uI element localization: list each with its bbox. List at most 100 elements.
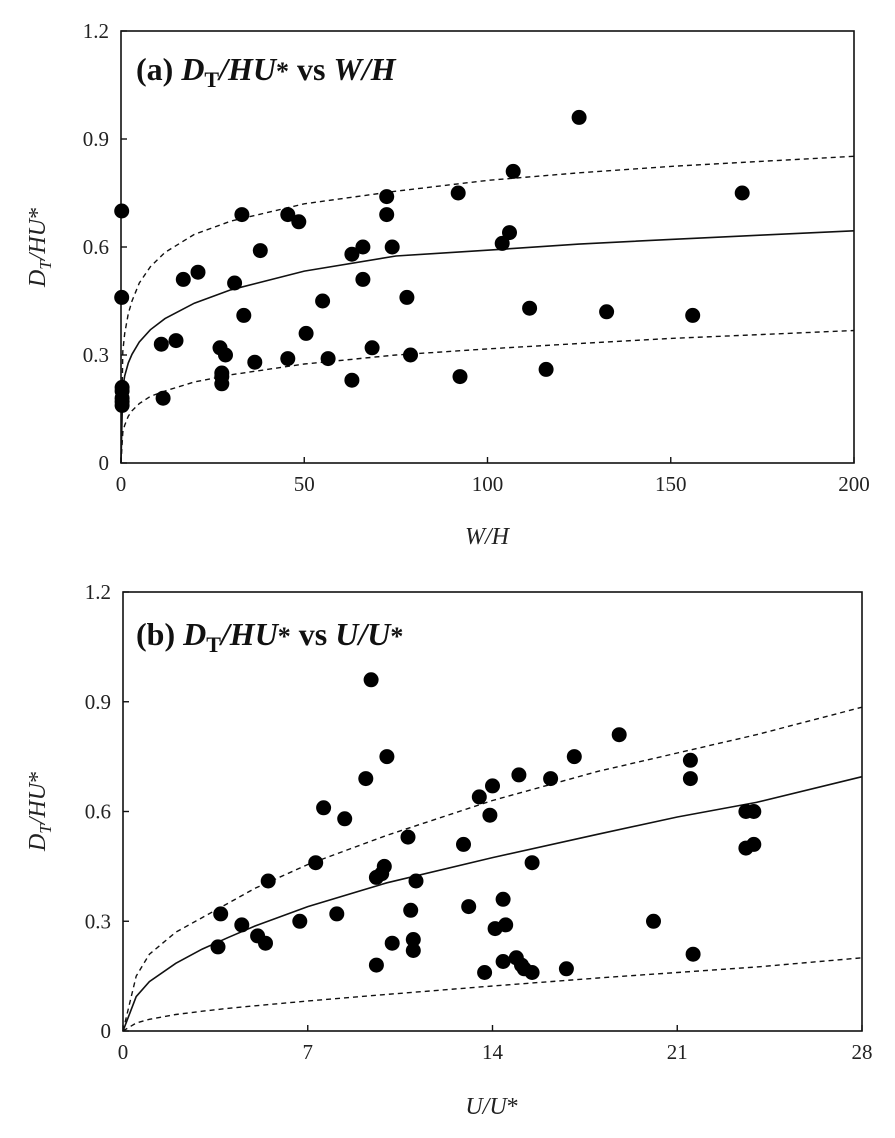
bound-curve-dashed-b-2 <box>122 957 863 1032</box>
data-point <box>403 347 418 363</box>
data-point <box>291 214 307 230</box>
data-point <box>685 946 701 962</box>
plot-frame-a <box>120 30 855 464</box>
data-point <box>320 351 336 367</box>
data-point <box>482 807 498 823</box>
y-tick-label: 0.6 <box>83 235 109 259</box>
data-point <box>218 347 233 363</box>
data-point <box>524 965 540 980</box>
data-point <box>384 935 400 951</box>
x-tick-label: 21 <box>667 1040 688 1064</box>
x-tick-label: 150 <box>655 472 687 496</box>
x-tick-label: 50 <box>294 472 315 496</box>
x-tick-label: 7 <box>303 1040 314 1064</box>
data-point <box>403 902 419 918</box>
data-point <box>471 789 487 805</box>
y-ticks-b: 0 0.3 0.6 0.9 1.2 <box>85 580 129 1043</box>
data-point <box>485 778 500 794</box>
bound-curve-dashed-a-2 <box>120 329 855 464</box>
data-point <box>214 376 230 392</box>
data-point <box>685 307 701 323</box>
fit-curves-b <box>122 706 863 1032</box>
data-point <box>114 397 130 413</box>
data-point <box>364 340 380 356</box>
data-point <box>337 811 353 827</box>
data-point <box>746 804 762 819</box>
data-point <box>558 961 574 977</box>
bound-curve-dashed-b-1 <box>122 706 863 1032</box>
panel-title-a: (a) DT/HU* vs W/H <box>136 51 397 92</box>
data-point <box>494 235 510 251</box>
y-tick-label: 0.3 <box>83 343 109 367</box>
data-point <box>405 932 421 947</box>
data-point <box>155 390 171 406</box>
y-tick-label: 0 <box>101 1019 112 1043</box>
y-tick-label: 0.9 <box>83 127 109 151</box>
data-point <box>522 300 538 316</box>
data-points-a <box>114 109 750 413</box>
data-point <box>344 372 360 388</box>
y-tick-label: 1.2 <box>85 580 111 604</box>
data-point <box>316 800 332 816</box>
data-point <box>114 289 130 305</box>
data-point <box>308 855 324 871</box>
data-point <box>153 336 169 352</box>
x-tick-label: 0 <box>116 472 127 496</box>
data-point <box>571 109 587 125</box>
data-point <box>611 727 627 743</box>
data-point <box>746 836 762 852</box>
data-point <box>384 239 400 255</box>
panel-b: 0 7 14 21 28 0 0.3 0.6 0.9 1.2 (b) DT/HU* vs U/U… <box>25 580 873 1120</box>
y-tick-label: 0.3 <box>85 909 111 933</box>
bound-curve-dashed-a-1 <box>120 155 855 464</box>
data-point <box>190 264 206 280</box>
data-point <box>498 917 514 933</box>
data-point <box>495 954 511 969</box>
data-point <box>450 185 466 201</box>
data-point <box>538 361 554 377</box>
data-point <box>355 239 371 255</box>
data-point <box>213 906 229 922</box>
x-tick-label: 100 <box>472 472 504 496</box>
x-tick-label: 28 <box>852 1040 873 1064</box>
fit-curve-solid-b-0 <box>122 775 863 1032</box>
fit-curves-a <box>120 155 855 464</box>
data-point <box>400 829 416 845</box>
data-point <box>234 917 250 933</box>
y-tick-label: 0.9 <box>85 690 111 714</box>
data-point <box>252 243 268 259</box>
data-point <box>405 943 421 958</box>
data-point <box>452 369 468 385</box>
y-tick-label: 0.6 <box>85 800 111 824</box>
data-point <box>734 185 750 201</box>
data-point <box>175 271 191 287</box>
data-point <box>379 207 395 223</box>
data-point <box>280 351 296 367</box>
x-ticks-a: 0 50 100 150 200 <box>116 457 870 496</box>
data-point <box>566 749 582 765</box>
data-point <box>599 304 615 320</box>
data-point <box>292 913 308 929</box>
data-point <box>495 891 511 907</box>
data-point <box>280 207 296 223</box>
data-point <box>363 672 379 688</box>
data-point <box>461 899 477 915</box>
data-point <box>258 935 273 951</box>
data-point <box>329 906 345 922</box>
y-axis-label-b: DT/HU* <box>25 771 55 852</box>
data-point <box>358 771 374 787</box>
data-point <box>344 246 360 262</box>
data-point <box>236 307 252 323</box>
y-axis-label-a: DT/HU* <box>25 207 55 288</box>
data-point <box>227 275 243 291</box>
data-point <box>210 939 226 955</box>
x-axis-label-a: W/H <box>465 524 511 550</box>
data-points-b <box>210 672 762 980</box>
y-tick-label: 1.2 <box>83 19 109 43</box>
data-point <box>502 225 517 241</box>
data-point <box>234 207 250 223</box>
data-point <box>368 957 384 973</box>
data-point <box>646 913 661 929</box>
data-point <box>408 873 424 889</box>
